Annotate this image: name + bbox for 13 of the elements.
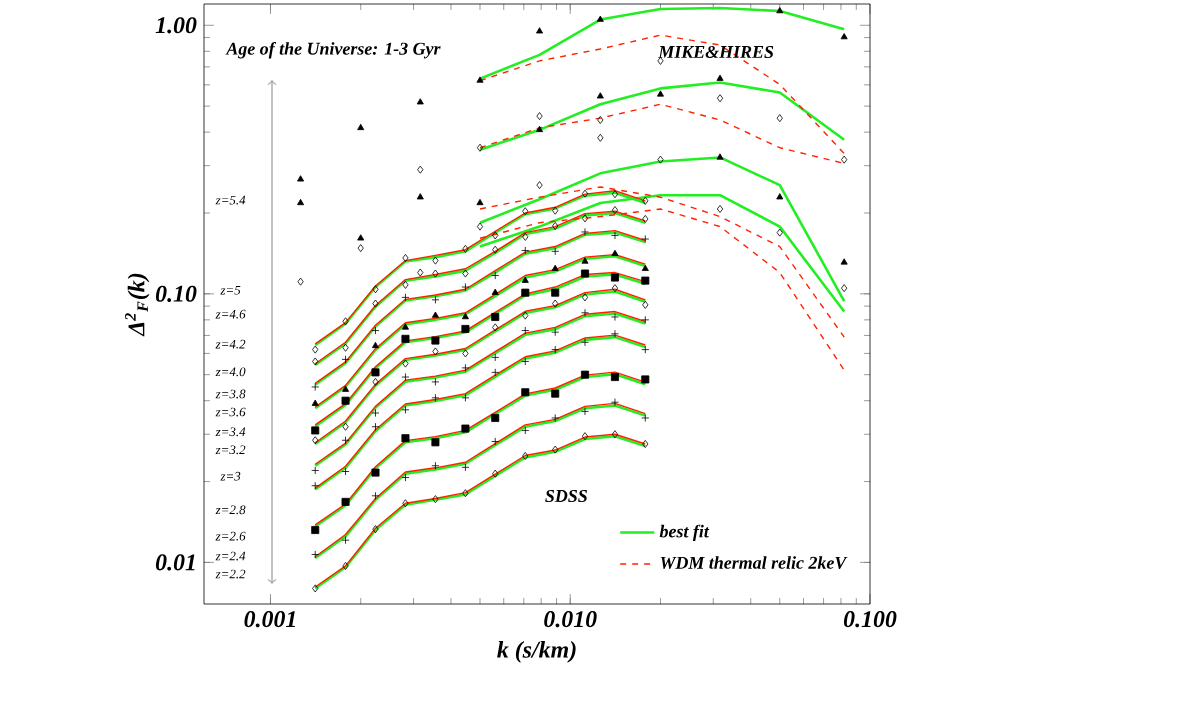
legend-label: best fit (659, 524, 710, 542)
x-tick-label: 0.100 (843, 611, 897, 628)
x-axis-title: k (s/km) (497, 640, 576, 663)
legend-label: WDM thermal relic 2keV (660, 556, 848, 569)
x-tick-label: 0.001 (244, 611, 295, 628)
y-axis-title: Δ$^{2}$$_{F}$(k) (125, 273, 150, 337)
annotation: SDSS (545, 489, 587, 503)
annotation: MIKE&HIRES (658, 45, 774, 59)
y-tick-label: 0.10 (155, 285, 197, 302)
x-tick-label: 0.010 (544, 611, 597, 628)
y-tick-label: 1.00 (155, 17, 197, 34)
y-tick-label: 0.01 (155, 554, 195, 571)
annotation: Age of the Universe: 1-3 Gyr (225, 41, 441, 59)
